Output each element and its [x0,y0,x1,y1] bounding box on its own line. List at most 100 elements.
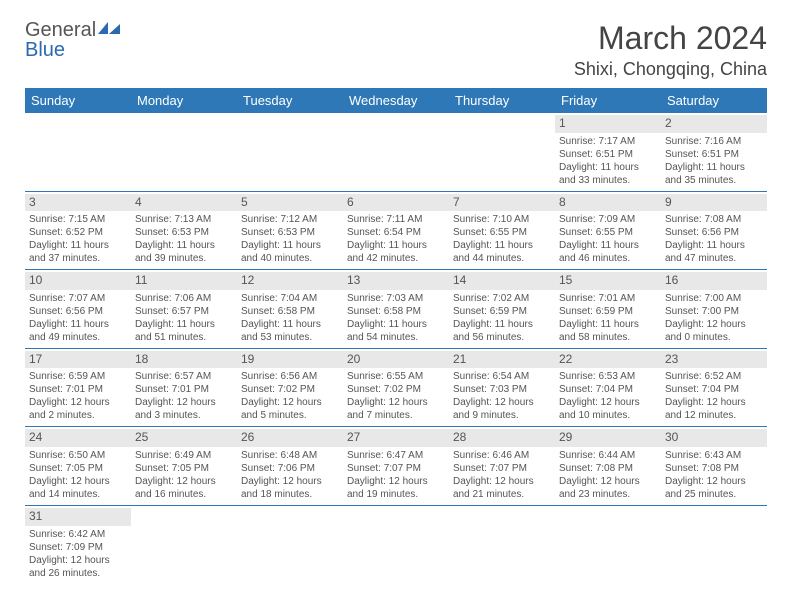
sunset-text: Sunset: 6:53 PM [241,226,339,239]
day-cell: 20Sunrise: 6:55 AMSunset: 7:02 PMDayligh… [343,348,449,427]
day-cell: 6Sunrise: 7:11 AMSunset: 6:54 PMDaylight… [343,191,449,270]
day-cell: 27 Sunrise: 6:47 AMSunset: 7:07 PMDayligh… [343,427,449,506]
logo-text-2: Blue [25,39,65,61]
day-number: 8 [555,194,661,212]
sunset-text: Sunset: 6:51 PM [665,148,763,161]
day-cell: 23Sunrise: 6:52 AMSunset: 7:04 PMDayligh… [661,348,767,427]
daylight-text: Daylight: 12 hours and 2 minutes. [29,396,127,422]
sunrise-text: Sunrise: 7:01 AM [559,292,657,305]
sunset-text: Sunset: 6:57 PM [135,305,233,318]
day-number: 7 [449,194,555,212]
week-row: 1Sunrise: 7:17 AMSunset: 6:51 PMDaylight… [25,113,767,191]
day-number: 18 [131,351,237,369]
day-cell: 8Sunrise: 7:09 AMSunset: 6:55 PMDaylight… [555,191,661,270]
daylight-text: Daylight: 11 hours and 53 minutes. [241,318,339,344]
sunrise-text: Sunrise: 7:03 AM [347,292,445,305]
day-cell: 16Sunrise: 7:00 AMSunset: 7:00 PMDayligh… [661,270,767,349]
day-number: 22 [555,351,661,369]
daylight-text: Daylight: 12 hours and 19 minutes. [347,475,445,501]
sunrise-text: Sunrise: 6:56 AM [241,370,339,383]
sunset-text: Sunset: 7:08 PM [665,462,763,475]
sunrise-text: Sunrise: 6:49 AM [135,449,233,462]
sunset-text: Sunset: 7:08 PM [559,462,657,475]
day-cell: 11Sunrise: 7:06 AMSunset: 6:57 PMDayligh… [131,270,237,349]
sunrise-text: Sunrise: 6:44 AM [559,449,657,462]
daylight-text: Daylight: 12 hours and 26 minutes. [29,554,127,580]
day-number: 2 [661,115,767,133]
sunset-text: Sunset: 6:58 PM [347,305,445,318]
empty-cell [661,505,767,583]
sunset-text: Sunset: 6:56 PM [665,226,763,239]
sunset-text: Sunset: 7:05 PM [29,462,127,475]
day-cell: 19Sunrise: 6:56 AMSunset: 7:02 PMDayligh… [237,348,343,427]
daylight-text: Daylight: 11 hours and 46 minutes. [559,239,657,265]
sunset-text: Sunset: 7:07 PM [347,462,445,475]
title-block: March 2024 Shixi, Chongqing, China [574,20,767,80]
sunrise-text: Sunrise: 6:53 AM [559,370,657,383]
day-number: 13 [343,272,449,290]
col-monday: Monday [131,88,237,113]
daylight-text: Daylight: 11 hours and 40 minutes. [241,239,339,265]
daylight-text: Daylight: 12 hours and 7 minutes. [347,396,445,422]
day-number: 12 [237,272,343,290]
daylight-text: Daylight: 11 hours and 33 minutes. [559,161,657,187]
daylight-text: Daylight: 11 hours and 49 minutes. [29,318,127,344]
empty-cell [131,505,237,583]
daylight-text: Daylight: 12 hours and 14 minutes. [29,475,127,501]
week-row: 24Sunrise: 6:50 AMSunset: 7:05 PMDayligh… [25,427,767,506]
sunrise-text: Sunrise: 7:04 AM [241,292,339,305]
day-cell: 9Sunrise: 7:08 AMSunset: 6:56 PMDaylight… [661,191,767,270]
day-number: 6 [343,194,449,212]
day-number: 27 [343,429,449,447]
day-cell: 1Sunrise: 7:17 AMSunset: 6:51 PMDaylight… [555,113,661,191]
col-saturday: Saturday [661,88,767,113]
day-number: 28 [449,429,555,447]
col-sunday: Sunday [25,88,131,113]
week-row: 10Sunrise: 7:07 AMSunset: 6:56 PMDayligh… [25,270,767,349]
sunset-text: Sunset: 7:03 PM [453,383,551,396]
day-number: 31 [25,508,131,526]
day-cell: 22Sunrise: 6:53 AMSunset: 7:04 PMDayligh… [555,348,661,427]
sunrise-text: Sunrise: 6:43 AM [665,449,763,462]
empty-cell [131,113,237,191]
calendar-table: Sunday Monday Tuesday Wednesday Thursday… [25,88,767,584]
day-cell: 26Sunrise: 6:48 AMSunset: 7:06 PMDayligh… [237,427,343,506]
sunset-text: Sunset: 7:01 PM [135,383,233,396]
sunset-text: Sunset: 7:04 PM [665,383,763,396]
sunrise-text: Sunrise: 7:08 AM [665,213,763,226]
col-tuesday: Tuesday [237,88,343,113]
daylight-text: Daylight: 12 hours and 12 minutes. [665,396,763,422]
daylight-text: Daylight: 11 hours and 58 minutes. [559,318,657,344]
day-cell: 10Sunrise: 7:07 AMSunset: 6:56 PMDayligh… [25,270,131,349]
sunrise-text: Sunrise: 7:11 AM [347,213,445,226]
daylight-text: Daylight: 11 hours and 44 minutes. [453,239,551,265]
empty-cell [343,505,449,583]
day-number: 23 [661,351,767,369]
day-number: 29 [555,429,661,447]
day-number: 15 [555,272,661,290]
daylight-text: Daylight: 11 hours and 54 minutes. [347,318,445,344]
sunset-text: Sunset: 6:55 PM [453,226,551,239]
empty-cell [25,113,131,191]
sunrise-text: Sunrise: 6:48 AM [241,449,339,462]
sunrise-text: Sunrise: 7:12 AM [241,213,339,226]
daylight-text: Daylight: 12 hours and 21 minutes. [453,475,551,501]
sunrise-text: Sunrise: 6:54 AM [453,370,551,383]
daylight-text: Daylight: 11 hours and 51 minutes. [135,318,233,344]
sunrise-text: Sunrise: 7:00 AM [665,292,763,305]
sunset-text: Sunset: 7:01 PM [29,383,127,396]
sunrise-text: Sunrise: 6:42 AM [29,528,127,541]
sunrise-text: Sunrise: 6:47 AM [347,449,445,462]
day-number: 30 [661,429,767,447]
sunrise-text: Sunrise: 7:13 AM [135,213,233,226]
day-cell: 12Sunrise: 7:04 AMSunset: 6:58 PMDayligh… [237,270,343,349]
day-cell: 4Sunrise: 7:13 AMSunset: 6:53 PMDaylight… [131,191,237,270]
day-cell: 18Sunrise: 6:57 AMSunset: 7:01 PMDayligh… [131,348,237,427]
day-cell: 5Sunrise: 7:12 AMSunset: 6:53 PMDaylight… [237,191,343,270]
sunset-text: Sunset: 6:52 PM [29,226,127,239]
daylight-text: Daylight: 11 hours and 37 minutes. [29,239,127,265]
day-cell: 30Sunrise: 6:43 AMSunset: 7:08 PMDayligh… [661,427,767,506]
sunrise-text: Sunrise: 7:15 AM [29,213,127,226]
sunrise-text: Sunrise: 6:52 AM [665,370,763,383]
sunset-text: Sunset: 6:59 PM [559,305,657,318]
